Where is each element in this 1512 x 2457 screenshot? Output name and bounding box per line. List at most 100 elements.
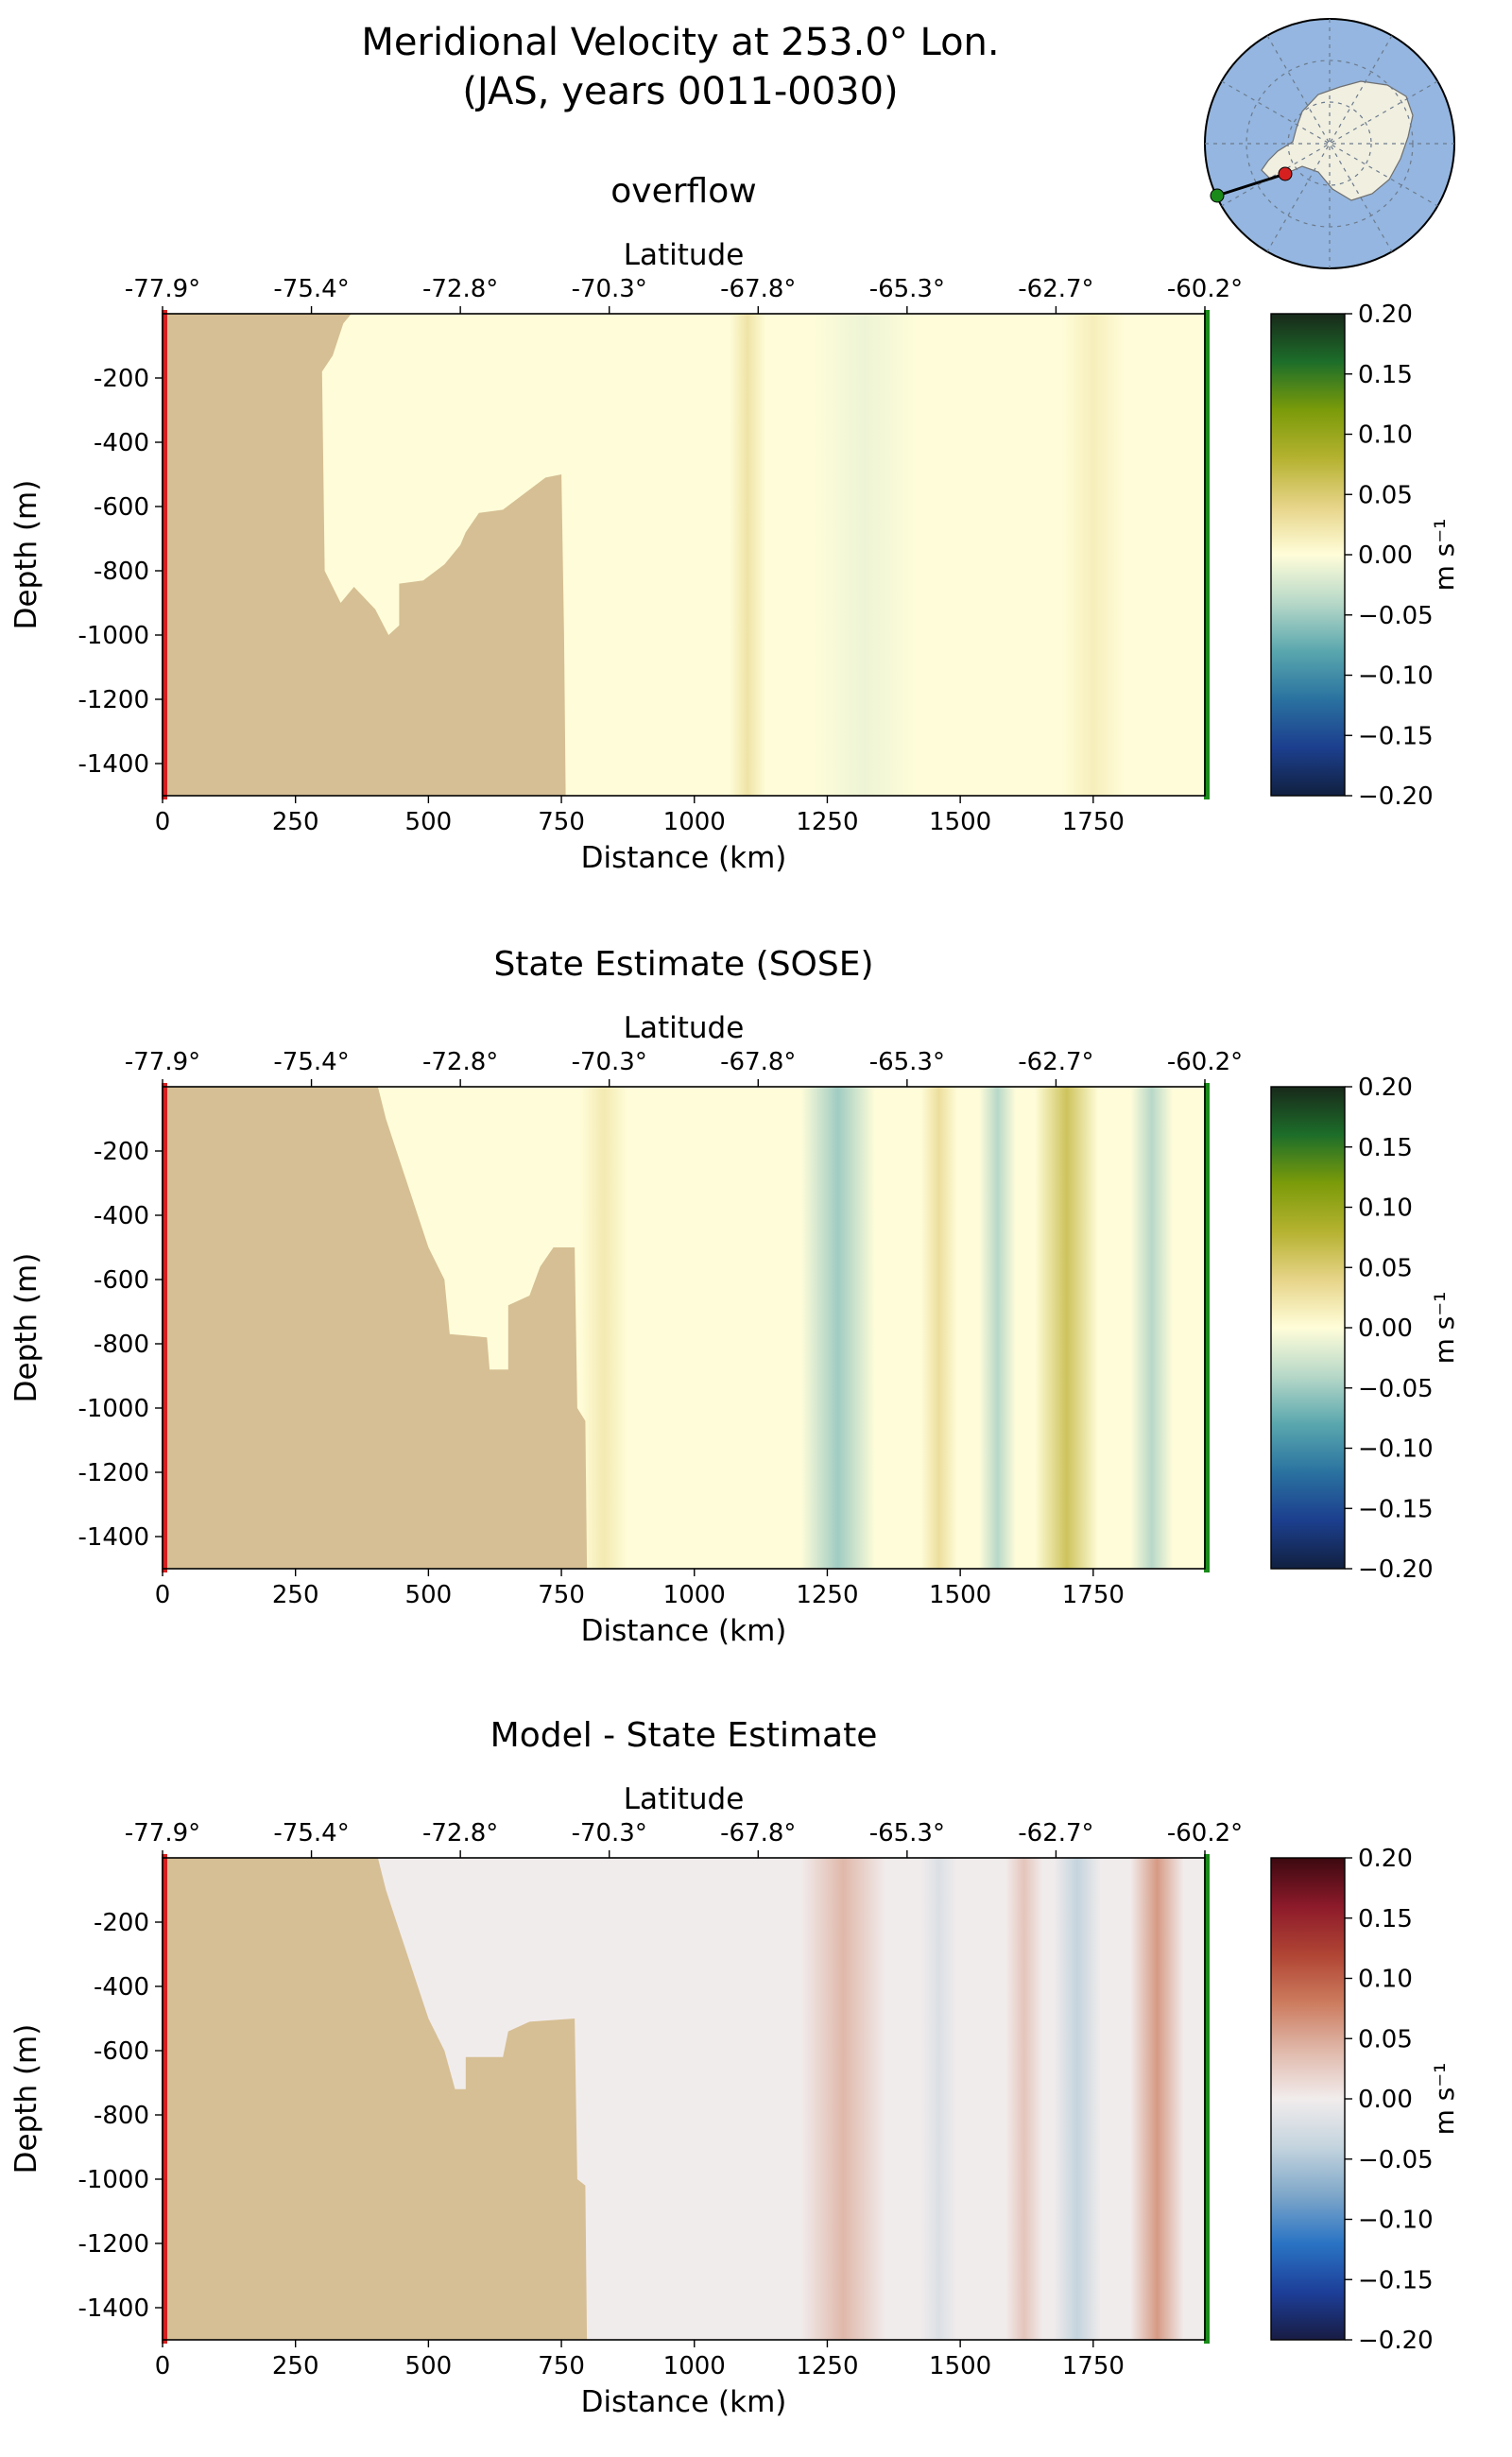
distance-tick-label: 1000	[663, 808, 726, 836]
locator-section-line	[1216, 172, 1286, 198]
distance-tick-label: 1750	[1062, 808, 1125, 836]
locator-meridian	[1266, 35, 1393, 252]
x-axis-label: Distance (km)	[581, 1614, 787, 1648]
colorbar-tick-label: −0.15	[1358, 1495, 1434, 1523]
panel-title: State Estimate (SOSE)	[493, 945, 873, 984]
figure-title-line-1: Meridional Velocity at 253.0° Lon.	[361, 21, 999, 64]
depth-tick-label: -1200	[77, 686, 149, 714]
figure-title-line-2: (JAS, years 0011-0030)	[462, 70, 898, 113]
distance-tick-label: 250	[272, 808, 319, 836]
distance-tick-label: 1750	[1062, 2352, 1125, 2380]
distance-tick-label: 1250	[796, 1581, 858, 1609]
locator-latitude-circle	[1287, 101, 1372, 186]
depth-tick-label: -400	[94, 1973, 149, 2002]
plot-frame	[162, 313, 1206, 797]
latitude-tick-label: -70.3°	[572, 1048, 647, 1076]
depth-tick-label: -600	[94, 493, 149, 522]
colorbar-label: m s⁻¹	[1429, 519, 1460, 592]
panel-1: overflow Latitude -77.9° -75.4° -72.8° -70.3°…	[9, 172, 1460, 875]
latitude-tick-label: -60.2°	[1167, 1048, 1243, 1076]
colorbar-tick-label: 0.10	[1358, 1194, 1413, 1223]
colorbar-tick-label: 0.00	[1358, 1314, 1413, 1343]
colorbar-tick-label: 0.15	[1358, 1905, 1413, 1933]
distance-tick-label: 1000	[663, 2352, 726, 2380]
latitude-axis-label: Latitude	[624, 238, 745, 272]
depth-tick-label: -400	[94, 429, 149, 457]
distance-tick-label: 750	[538, 1581, 585, 1609]
colorbar-tick-label: −0.10	[1358, 1435, 1434, 1464]
colorbar-tick-label: −0.20	[1358, 1555, 1434, 1584]
depth-tick-label: -400	[94, 1202, 149, 1230]
distance-tick-label: 500	[405, 808, 453, 836]
seafloor-bathymetry	[163, 1858, 588, 2340]
colorbar-tick-label: 0.20	[1358, 301, 1413, 329]
depth-tick-label: -1000	[77, 1395, 149, 1423]
depth-tick-label: -1000	[77, 622, 149, 650]
colorbar-tick-label: −0.20	[1358, 782, 1434, 811]
latitude-tick-label: -72.8°	[422, 1048, 498, 1076]
locator-start-point	[1278, 166, 1293, 181]
colorbar-tick-label: −0.10	[1358, 2207, 1434, 2235]
distance-tick-label: 750	[538, 2352, 585, 2380]
locator-meridian	[1266, 35, 1393, 252]
x-axis-label: Distance (km)	[581, 2385, 787, 2419]
distance-tick-label: 250	[272, 2352, 319, 2380]
latitude-tick-label: -75.4°	[273, 275, 349, 303]
latitude-tick-label: -77.9°	[125, 275, 200, 303]
colorbar-tick-label: −0.10	[1358, 662, 1434, 691]
colorbar-tick-label: 0.20	[1358, 1845, 1413, 1873]
distance-tick-label: 1000	[663, 1581, 726, 1609]
distance-tick-label: 750	[538, 808, 585, 836]
latitude-tick-label: -75.4°	[273, 1819, 349, 1847]
colorbar-tick-label: 0.00	[1358, 2086, 1413, 2114]
distance-tick-label: 1500	[929, 808, 991, 836]
y-axis-label: Depth (m)	[9, 1253, 43, 1403]
colorbar-tick-label: 0.05	[1358, 2025, 1413, 2053]
depth-tick-label: -1200	[77, 2230, 149, 2259]
depth-tick-label: -600	[94, 1266, 149, 1295]
seafloor-bathymetry	[163, 1087, 588, 1569]
colorbar-tick-label: 0.00	[1358, 541, 1413, 570]
colorbar-tick-label: 0.05	[1358, 1254, 1413, 1282]
latitude-tick-label: -77.9°	[125, 1048, 200, 1076]
latitude-tick-label: -65.3°	[869, 1048, 945, 1076]
depth-tick-label: -600	[94, 2037, 149, 2066]
plot-frame	[162, 1086, 1206, 1570]
plot-frame	[162, 1857, 1206, 2341]
panel-3: Model - State Estimate Latitude -77.9° -75.…	[9, 1716, 1460, 2419]
distance-tick-label: 0	[155, 2352, 171, 2380]
y-axis-label: Depth (m)	[9, 480, 43, 630]
latitude-tick-label: -62.7°	[1018, 1819, 1093, 1847]
depth-tick-label: -200	[94, 365, 149, 393]
depth-tick-label: -1400	[77, 1523, 149, 1552]
latitude-tick-label: -70.3°	[572, 275, 647, 303]
distance-tick-label: 1750	[1062, 1581, 1125, 1609]
locator-meridian	[1221, 80, 1438, 207]
colorbar-tick-label: 0.20	[1358, 1074, 1413, 1102]
latitude-tick-label: -62.7°	[1018, 275, 1093, 303]
latitude-tick-label: -65.3°	[869, 275, 945, 303]
distance-tick-label: 1500	[929, 2352, 991, 2380]
depth-tick-label: -800	[94, 558, 149, 586]
colorbar-tick-label: −0.15	[1358, 2266, 1434, 2294]
depth-tick-label: -200	[94, 1909, 149, 1937]
colorbar-tick-label: −0.20	[1358, 2327, 1434, 2355]
latitude-tick-label: -72.8°	[422, 275, 498, 303]
colorbar-label: m s⁻¹	[1429, 2063, 1460, 2136]
latitude-tick-label: -67.8°	[720, 1048, 796, 1076]
latitude-tick-label: -67.8°	[720, 275, 796, 303]
x-axis-label: Distance (km)	[581, 841, 787, 875]
latitude-tick-label: -70.3°	[572, 1819, 647, 1847]
latitude-tick-label: -65.3°	[869, 1819, 945, 1847]
colorbar-tick-label: 0.15	[1358, 361, 1413, 389]
y-axis-label: Depth (m)	[9, 2024, 43, 2174]
depth-tick-label: -200	[94, 1138, 149, 1166]
distance-tick-label: 0	[155, 808, 171, 836]
depth-tick-label: -800	[94, 1331, 149, 1359]
colorbar-tick-label: 0.10	[1358, 1966, 1413, 1994]
panel-2: State Estimate (SOSE) Latitude -77.9° -75.4…	[9, 945, 1460, 1648]
distance-tick-label: 1500	[929, 1581, 991, 1609]
locator-continent	[1261, 80, 1414, 201]
latitude-tick-label: -62.7°	[1018, 1048, 1093, 1076]
